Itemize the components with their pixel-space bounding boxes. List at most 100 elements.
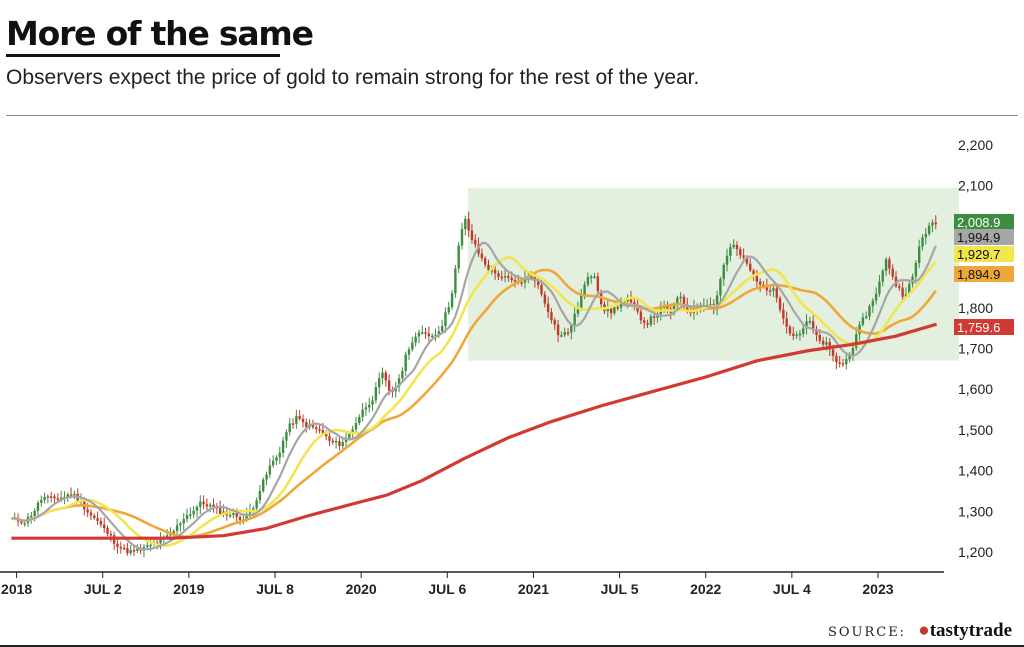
candle-body: [338, 441, 341, 447]
candle-body: [596, 276, 600, 292]
candle-body: [686, 304, 689, 311]
candle-body: [324, 433, 328, 437]
candle-body: [255, 500, 258, 509]
candle-body: [232, 513, 235, 515]
candle-body: [715, 295, 719, 310]
candle-body: [364, 407, 368, 410]
candle-body: [285, 432, 288, 441]
candle-body: [881, 270, 884, 282]
candle-body: [487, 264, 490, 271]
candle-body: [450, 293, 454, 308]
candle-body: [192, 510, 195, 515]
candle-body: [288, 423, 291, 433]
x-tick-label: JUL 8: [256, 581, 294, 597]
candle-body: [464, 218, 467, 230]
candle-body: [146, 545, 149, 547]
candle-body: [537, 281, 540, 286]
candle-body: [798, 333, 802, 336]
candle-body: [397, 378, 401, 387]
y-tick-label: 1,400: [958, 463, 993, 479]
candle-body: [374, 387, 378, 401]
x-axis-ticks: 2018 JUL 2 2019 JUL 8 2020 JUL 6 2021 JUL 5 2022…: [1, 572, 894, 597]
candle-body: [341, 442, 344, 447]
candle-body: [474, 239, 477, 245]
candle-body: [666, 306, 669, 309]
ma-yellow-line: [11, 256, 937, 547]
price-label-text: 1,759.6: [957, 320, 1000, 335]
candle-body: [530, 276, 533, 279]
candle-body: [268, 465, 272, 475]
candle-body: [56, 498, 60, 500]
candle-body: [401, 371, 404, 379]
candle-body: [46, 496, 50, 498]
candle-body: [927, 225, 931, 234]
candle-body: [384, 372, 388, 381]
candle-body: [311, 424, 315, 428]
candle-body: [245, 513, 248, 520]
candle-body: [639, 311, 643, 321]
candle-body: [348, 434, 351, 439]
candle-body: [258, 491, 262, 501]
candle-body: [228, 514, 232, 517]
candle-body: [40, 499, 43, 503]
candle-body: [182, 519, 185, 524]
candle-body: [278, 452, 281, 458]
candle-body: [175, 525, 179, 532]
candle-body: [136, 548, 139, 551]
candle-body: [334, 441, 338, 443]
candle-body: [762, 284, 765, 287]
candle-body: [613, 307, 616, 314]
candle-body: [36, 502, 40, 511]
candle-body: [864, 316, 868, 318]
candle-body: [69, 494, 73, 496]
x-tick-label: 2022: [690, 581, 721, 597]
candle-body: [507, 275, 510, 278]
candle-body: [871, 300, 875, 307]
x-tick-label: 2020: [346, 581, 377, 597]
candle-body: [103, 524, 106, 528]
candle-body: [470, 230, 474, 240]
candle-body: [295, 416, 298, 424]
candle-body: [218, 507, 222, 515]
candle-body: [835, 355, 838, 363]
candle-body: [53, 496, 56, 499]
candle-body: [500, 276, 503, 279]
candle-body: [768, 290, 772, 292]
candle-body: [86, 509, 89, 513]
source-brand: tastytrade: [929, 620, 1012, 641]
x-tick-label: JUL 4: [773, 581, 811, 597]
candle-body: [735, 244, 739, 250]
candle-body: [623, 301, 626, 303]
x-tick-label: JUL 6: [428, 581, 466, 597]
price-label-bg: [954, 229, 1014, 245]
candle-body: [924, 233, 928, 238]
candle-body: [96, 518, 99, 521]
y-tick-label: 1,500: [958, 422, 993, 438]
cherry-icon: ●: [918, 620, 930, 641]
candle-body: [593, 276, 596, 278]
candle-body: [543, 294, 547, 304]
candle-body: [573, 313, 576, 326]
candle-body: [917, 246, 921, 264]
ma-orange-line: [11, 268, 937, 538]
candle-body: [825, 342, 828, 345]
candle-body: [682, 296, 686, 305]
candle-body: [497, 273, 500, 277]
candle-body: [752, 270, 755, 275]
candle-body: [921, 237, 924, 247]
candle-body: [580, 295, 583, 309]
candle-body: [546, 303, 550, 313]
candle-body: [189, 514, 192, 516]
candle-body: [490, 269, 494, 272]
candle-body: [590, 276, 593, 279]
candle-body: [331, 440, 335, 443]
candle-body: [301, 418, 305, 423]
candle-body: [888, 259, 891, 269]
candle-body: [868, 306, 871, 317]
candle-body: [629, 297, 633, 303]
price-label-bg: [954, 246, 1014, 262]
candle-body: [725, 255, 729, 265]
candle-body: [874, 293, 878, 301]
candle-body: [676, 297, 679, 306]
candle-body: [417, 332, 421, 337]
